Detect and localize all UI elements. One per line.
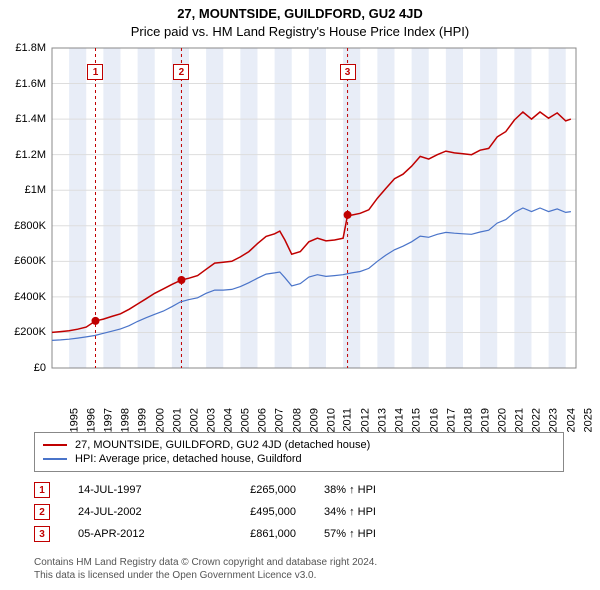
- transaction-price: £265,000: [216, 484, 296, 496]
- transaction-marker-1: 1: [87, 64, 103, 80]
- transaction-date: 05-APR-2012: [78, 528, 188, 540]
- x-tick-label: 2002: [188, 408, 200, 432]
- x-tick-label: 2000: [154, 408, 166, 432]
- transaction-row: 2 24-JUL-2002 £495,000 34% ↑ HPI: [34, 504, 424, 520]
- x-tick-label: 2009: [308, 408, 320, 432]
- legend-swatch-hpi: [43, 458, 67, 460]
- x-tick-label: 2011: [342, 408, 354, 432]
- y-tick-label: £1.6M: [15, 78, 46, 90]
- transaction-pct-vs-hpi: 34% ↑ HPI: [324, 506, 424, 518]
- y-tick-label: £1M: [25, 184, 46, 196]
- transaction-row: 3 05-APR-2012 £861,000 57% ↑ HPI: [34, 526, 424, 542]
- transaction-pct-vs-hpi: 57% ↑ HPI: [324, 528, 424, 540]
- x-tick-label: 2003: [205, 408, 217, 432]
- transactions-table: 1 14-JUL-1997 £265,000 38% ↑ HPI 2 24-JUL-200…: [34, 482, 424, 548]
- footer-line2: This data is licensed under the Open Gov…: [34, 569, 377, 582]
- price-chart: [0, 0, 600, 372]
- x-tick-label: 2004: [223, 408, 235, 432]
- x-tick-label: 2025: [582, 408, 594, 432]
- x-axis-labels: 1995199619971998199920002001200220032004…: [0, 372, 600, 422]
- x-tick-label: 1997: [103, 408, 115, 432]
- footer-line1: Contains HM Land Registry data © Crown c…: [34, 556, 377, 569]
- legend-label-hpi: HPI: Average price, detached house, Guil…: [75, 453, 302, 465]
- legend-swatch-property: [43, 444, 67, 446]
- x-tick-label: 1998: [120, 408, 132, 432]
- transaction-number-box: 2: [34, 504, 50, 520]
- x-tick-label: 2020: [497, 408, 509, 432]
- footer-attribution: Contains HM Land Registry data © Crown c…: [34, 556, 377, 582]
- y-tick-label: £600K: [14, 255, 46, 267]
- x-tick-label: 2008: [291, 408, 303, 432]
- x-tick-label: 2024: [565, 408, 577, 432]
- legend-label-property: 27, MOUNTSIDE, GUILDFORD, GU2 4JD (detac…: [75, 439, 370, 451]
- y-tick-label: £1.8M: [15, 42, 46, 54]
- transaction-price: £495,000: [216, 506, 296, 518]
- x-tick-label: 2007: [274, 408, 286, 432]
- x-tick-label: 2012: [360, 408, 372, 432]
- transaction-marker-3: 3: [340, 64, 356, 80]
- transaction-row: 1 14-JUL-1997 £265,000 38% ↑ HPI: [34, 482, 424, 498]
- x-tick-label: 2015: [411, 408, 423, 432]
- y-tick-label: £800K: [14, 220, 46, 232]
- x-tick-label: 2016: [428, 408, 440, 432]
- x-tick-label: 2017: [445, 408, 457, 432]
- transaction-date: 24-JUL-2002: [78, 506, 188, 518]
- x-tick-label: 2023: [548, 408, 560, 432]
- y-tick-label: £200K: [14, 326, 46, 338]
- x-tick-label: 2010: [325, 408, 337, 432]
- x-tick-label: 2022: [531, 408, 543, 432]
- transaction-price: £861,000: [216, 528, 296, 540]
- y-tick-label: £400K: [14, 291, 46, 303]
- transaction-number-box: 3: [34, 526, 50, 542]
- x-tick-label: 2021: [514, 408, 526, 432]
- legend-row-hpi: HPI: Average price, detached house, Guil…: [43, 453, 555, 465]
- x-tick-label: 1999: [137, 408, 149, 432]
- x-tick-label: 2006: [257, 408, 269, 432]
- x-tick-label: 2013: [377, 408, 389, 432]
- transaction-pct-vs-hpi: 38% ↑ HPI: [324, 484, 424, 496]
- x-tick-label: 1996: [86, 408, 98, 432]
- x-tick-label: 2005: [240, 408, 252, 432]
- y-tick-label: £1.4M: [15, 113, 46, 125]
- y-axis-labels: £0£200K£400K£600K£800K£1M£1.2M£1.4M£1.6M…: [0, 0, 46, 368]
- transaction-marker-2: 2: [173, 64, 189, 80]
- x-tick-label: 2018: [462, 408, 474, 432]
- x-tick-label: 2014: [394, 408, 406, 432]
- x-tick-label: 2001: [171, 408, 183, 432]
- transaction-number-box: 1: [34, 482, 50, 498]
- y-tick-label: £1.2M: [15, 149, 46, 161]
- legend-row-property: 27, MOUNTSIDE, GUILDFORD, GU2 4JD (detac…: [43, 439, 555, 451]
- x-tick-label: 1995: [68, 408, 80, 432]
- x-tick-label: 2019: [479, 408, 491, 432]
- transaction-date: 14-JUL-1997: [78, 484, 188, 496]
- chart-legend: 27, MOUNTSIDE, GUILDFORD, GU2 4JD (detac…: [34, 432, 564, 472]
